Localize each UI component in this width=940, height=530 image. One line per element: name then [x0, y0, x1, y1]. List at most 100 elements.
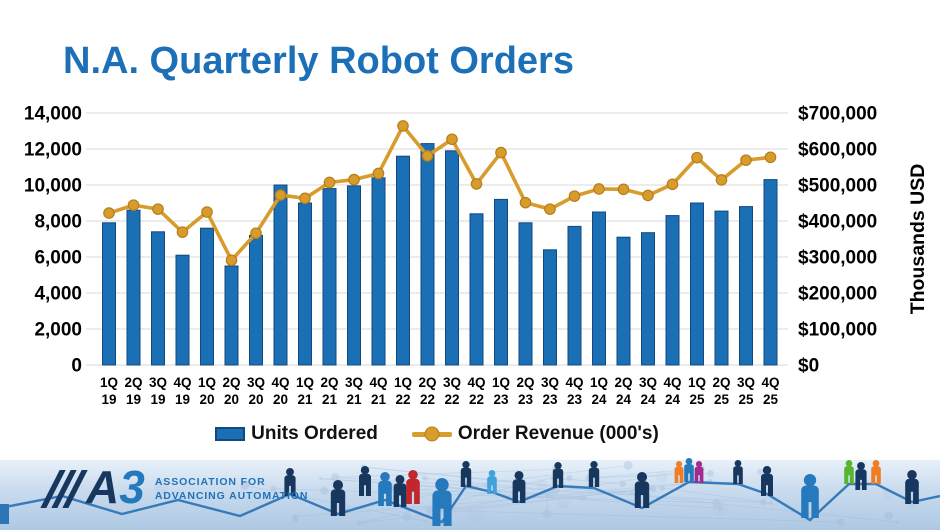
bar-3Q19: [151, 231, 165, 366]
revenue-point-1Q20: [201, 206, 213, 218]
svg-text:1Q: 1Q: [198, 375, 216, 390]
bar-2Q21: [322, 188, 337, 366]
a3-logo-slashes-icon: [40, 470, 88, 508]
revenue-point-4Q25: [764, 151, 777, 164]
person-icon: [855, 462, 867, 490]
revenue-point-2Q19: [127, 199, 140, 211]
bar-4Q19: [175, 254, 190, 366]
svg-text:19: 19: [175, 392, 190, 407]
svg-text:2Q: 2Q: [320, 375, 338, 390]
svg-text:3Q: 3Q: [247, 375, 265, 390]
svg-text:19: 19: [126, 392, 141, 407]
svg-text:2Q: 2Q: [614, 375, 632, 390]
bar-3Q25: [739, 206, 753, 366]
revenue-point-3Q23: [544, 203, 556, 215]
svg-text:$300,000: $300,000: [798, 248, 877, 269]
svg-text:4Q: 4Q: [467, 375, 485, 390]
revenue-point-2Q23: [519, 196, 532, 209]
bar-1Q23: [494, 198, 508, 366]
svg-text:8,000: 8,000: [34, 212, 82, 233]
person-icon: [330, 480, 346, 516]
svg-text:1Q: 1Q: [590, 375, 608, 390]
svg-text:2Q: 2Q: [418, 375, 436, 390]
bar-4Q21: [371, 177, 386, 366]
person-icon: [761, 466, 773, 496]
svg-text:$200,000: $200,000: [798, 284, 877, 305]
bar-4Q25: [763, 179, 778, 366]
svg-text:23: 23: [542, 392, 558, 407]
revenue-point-3Q24: [642, 189, 654, 202]
svg-text:4Q: 4Q: [271, 375, 289, 390]
svg-text:25: 25: [763, 392, 779, 407]
bar-1Q21: [298, 202, 312, 366]
svg-text:4Q: 4Q: [761, 375, 779, 390]
svg-text:$500,000: $500,000: [798, 176, 877, 197]
revenue-point-1Q22: [397, 120, 409, 132]
revenue-point-1Q21: [299, 192, 311, 205]
revenue-point-2Q24: [617, 183, 630, 196]
a3-logo: A3 ASSOCIATION FOR ADVANCING AUTOMATION: [40, 464, 308, 510]
svg-text:4Q: 4Q: [369, 375, 387, 390]
svg-text:10,000: 10,000: [24, 176, 82, 197]
svg-text:20: 20: [248, 392, 263, 407]
bar-4Q23: [567, 225, 582, 366]
bar-4Q20: [273, 184, 288, 366]
bar-3Q23: [543, 249, 557, 366]
svg-text:3Q: 3Q: [443, 375, 461, 390]
svg-text:24: 24: [665, 392, 681, 407]
bar-4Q22: [469, 213, 484, 366]
person-icon: [844, 460, 854, 484]
svg-text:3Q: 3Q: [737, 375, 755, 390]
order-revenue-marker-icon: [424, 426, 440, 442]
person-icon: [393, 475, 407, 507]
svg-text:2,000: 2,000: [34, 320, 82, 341]
person-icon: [733, 460, 743, 484]
svg-text:$400,000: $400,000: [798, 212, 877, 233]
svg-text:4,000: 4,000: [34, 284, 82, 305]
footer-network-graphic: [0, 458, 940, 530]
svg-text:3Q: 3Q: [639, 375, 657, 390]
svg-text:4Q: 4Q: [173, 375, 191, 390]
svg-text:19: 19: [101, 392, 116, 407]
revenue-point-4Q22: [470, 178, 483, 190]
revenue-point-3Q21: [348, 173, 360, 186]
svg-text:$0: $0: [798, 356, 819, 377]
svg-text:3Q: 3Q: [541, 375, 559, 390]
a3-logo-mark: A3: [86, 464, 145, 510]
svg-text:6,000: 6,000: [34, 248, 82, 269]
legend-label-revenue: Order Revenue (000's): [457, 423, 659, 444]
person-icon: [432, 478, 452, 526]
bar-2Q19: [126, 209, 141, 366]
a3-logo-letter-a: A: [86, 461, 120, 513]
legend-label-units: Units Ordered: [251, 423, 378, 444]
chart-title: N.A. Quarterly Robot Orders: [63, 40, 574, 82]
svg-text:20: 20: [273, 392, 288, 407]
svg-text:1Q: 1Q: [688, 375, 706, 390]
chart-legend: Units Ordered Order Revenue (000's): [0, 423, 874, 445]
bar-1Q22: [396, 155, 410, 366]
person-icon: [460, 461, 472, 487]
quarterly-robot-orders-chart: 14,000 12,000 10,000 8,000 6,000 4,000 2,000 0 $…: [24, 104, 929, 408]
bar-3Q21: [347, 185, 361, 366]
bar-1Q25: [690, 202, 704, 366]
svg-text:3Q: 3Q: [149, 375, 167, 390]
a3-org-line1: ASSOCIATION FOR: [154, 476, 266, 489]
svg-text:22: 22: [444, 392, 459, 407]
x-axis-tick-labels: 1Q 19 2Q 19 3Q 19 4Q 19 1Q 20 2Q 20 3Q 20 4Q 20 1Q 21 2Q 21…: [100, 375, 780, 407]
bar-3Q22: [445, 150, 459, 366]
revenue-point-4Q24: [666, 178, 679, 191]
svg-text:14,000: 14,000: [24, 104, 82, 125]
person-icon: [359, 466, 371, 496]
svg-text:2Q: 2Q: [516, 375, 534, 390]
svg-text:22: 22: [395, 392, 410, 407]
revenue-point-4Q23: [568, 190, 581, 202]
svg-text:0: 0: [71, 356, 82, 377]
svg-text:21: 21: [322, 392, 338, 407]
footer-banner: A3 ASSOCIATION FOR ADVANCING AUTOMATION: [0, 458, 940, 530]
people-network-line: [0, 480, 940, 524]
svg-text:$100,000: $100,000: [798, 320, 877, 341]
bar-2Q24: [616, 236, 631, 366]
svg-text:20: 20: [224, 392, 239, 407]
person-icon: [588, 461, 600, 487]
person-icon: [512, 471, 526, 503]
